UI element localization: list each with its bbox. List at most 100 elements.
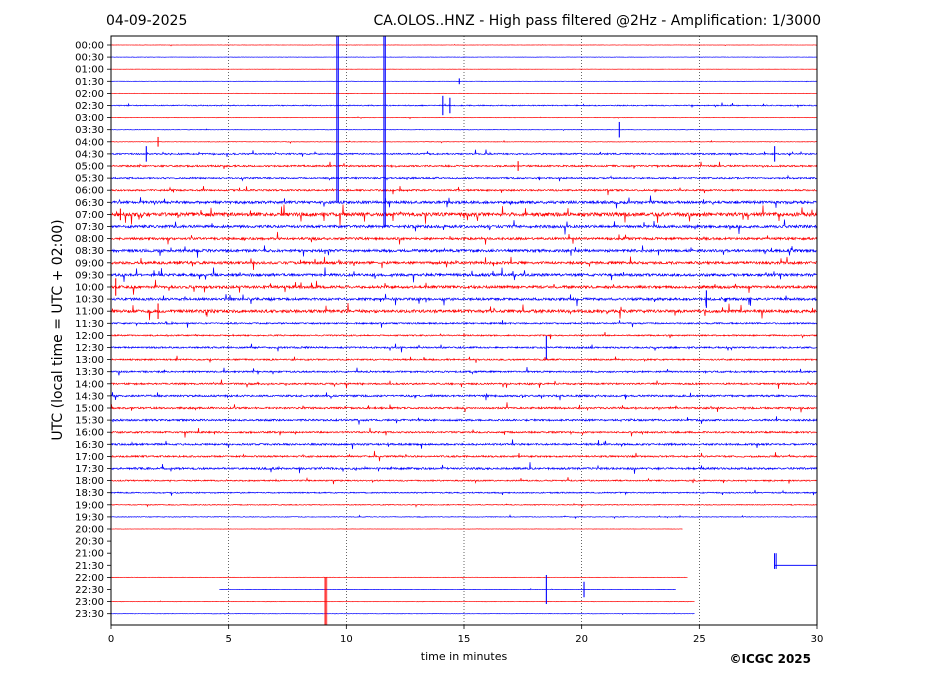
y-tick-label-11:30: 11:30 xyxy=(75,319,104,330)
y-axis-label: UTC (local time = UTC + 02:00) xyxy=(50,219,66,440)
trace-row-15:30 xyxy=(110,416,818,425)
trace-layer xyxy=(110,43,818,615)
x-tick-labels: 0 5 10 15 20 25 30 xyxy=(108,625,824,645)
y-tick-label-04:00: 04:00 xyxy=(75,137,104,148)
y-tick-label-15:30: 15:30 xyxy=(75,416,104,427)
trace-row-02:30 xyxy=(110,102,818,109)
y-tick-label-01:00: 01:00 xyxy=(75,65,104,76)
y-tick-label-20:00: 20:00 xyxy=(75,525,104,536)
y-tick-label-22:00: 22:00 xyxy=(75,573,104,584)
x-tick-label-25: 25 xyxy=(693,634,706,645)
y-tick-label-00:00: 00:00 xyxy=(75,41,104,52)
y-tick-label-03:30: 03:30 xyxy=(75,125,104,136)
trace-row-12:30 xyxy=(110,343,818,353)
trace-row-05:00 xyxy=(110,161,818,169)
y-tick-label-09:30: 09:30 xyxy=(75,270,104,281)
trace-row-07:30 xyxy=(110,219,818,235)
y-tick-labels: 00:0000:3001:0001:3002:0002:3003:0003:30… xyxy=(75,41,111,620)
x-tick-label-15: 15 xyxy=(458,634,471,645)
y-tick-label-09:00: 09:00 xyxy=(75,258,104,269)
x-tick-label-10: 10 xyxy=(340,634,353,645)
y-tick-label-16:00: 16:00 xyxy=(75,428,104,439)
trace-row-18:30 xyxy=(110,489,818,496)
trace-row-01:30 xyxy=(110,80,818,83)
trace-row-23:00 xyxy=(111,600,695,603)
trace-row-09:00 xyxy=(110,256,818,271)
trace-row-08:00 xyxy=(110,231,818,245)
trace-row-16:00 xyxy=(110,427,818,438)
y-tick-label-18:30: 18:30 xyxy=(75,488,104,499)
event-layer xyxy=(115,36,817,625)
y-tick-label-12:00: 12:00 xyxy=(75,331,104,342)
y-tick-label-18:00: 18:00 xyxy=(75,476,104,487)
y-tick-label-07:00: 07:00 xyxy=(75,210,104,221)
y-tick-label-12:30: 12:30 xyxy=(75,343,104,354)
trace-row-03:30 xyxy=(110,128,818,132)
x-tick-label-0: 0 xyxy=(108,634,114,645)
y-tick-label-21:30: 21:30 xyxy=(75,561,104,572)
trace-row-16:30 xyxy=(110,439,818,450)
trace-row-22:00 xyxy=(110,576,688,579)
trace-row-08:30 xyxy=(110,245,818,258)
x-axis-label: time in minutes xyxy=(421,650,508,663)
trace-row-10:30 xyxy=(110,293,818,307)
trace-row-17:00 xyxy=(110,450,818,462)
trace-row-07:00 xyxy=(110,203,818,226)
trace-row-06:00 xyxy=(110,185,818,196)
y-tick-label-14:30: 14:30 xyxy=(75,391,104,402)
trace-row-19:00 xyxy=(110,502,818,508)
y-tick-label-17:30: 17:30 xyxy=(75,464,104,475)
trace-row-22:30 xyxy=(219,587,676,591)
y-tick-label-05:00: 05:00 xyxy=(75,162,104,173)
trace-row-19:30 xyxy=(110,514,818,520)
date-label: 04-09-2025 xyxy=(106,13,187,29)
trace-row-14:30 xyxy=(110,392,818,401)
y-tick-label-01:30: 01:30 xyxy=(75,77,104,88)
trace-row-09:30 xyxy=(110,267,818,283)
y-tick-label-17:00: 17:00 xyxy=(75,452,104,463)
y-tick-label-06:30: 06:30 xyxy=(75,198,104,209)
y-tick-label-00:30: 00:30 xyxy=(75,53,104,64)
trace-row-04:00 xyxy=(110,139,818,145)
trace-row-06:30 xyxy=(110,195,818,209)
x-tick-label-20: 20 xyxy=(575,634,588,645)
y-tick-label-04:30: 04:30 xyxy=(75,149,104,160)
y-tick-label-13:00: 13:00 xyxy=(75,355,104,366)
chart-title: CA.OLOS..HNZ - High pass filtered @2Hz -… xyxy=(373,13,821,29)
y-tick-label-23:00: 23:00 xyxy=(75,597,104,608)
y-tick-label-22:30: 22:30 xyxy=(75,585,104,596)
y-tick-label-07:30: 07:30 xyxy=(75,222,104,233)
trace-row-02:00 xyxy=(110,92,818,95)
x-tick-label-30: 30 xyxy=(811,634,824,645)
trace-row-03:00 xyxy=(110,116,818,120)
trace-row-10:00 xyxy=(110,279,818,295)
trace-row-13:30 xyxy=(110,366,818,376)
trace-row-14:00 xyxy=(110,379,818,389)
y-tick-label-10:30: 10:30 xyxy=(75,295,104,306)
copyright-label: ©ICGC 2025 xyxy=(729,652,811,666)
y-tick-label-02:00: 02:00 xyxy=(75,89,104,100)
trace-row-11:30 xyxy=(110,320,818,328)
y-tick-label-20:30: 20:30 xyxy=(75,537,104,548)
y-tick-label-15:00: 15:00 xyxy=(75,404,104,415)
x-tick-label-5: 5 xyxy=(225,634,231,645)
trace-row-04:30 xyxy=(110,149,818,157)
y-tick-label-03:00: 03:00 xyxy=(75,113,104,124)
trace-row-12:00 xyxy=(110,332,818,340)
trace-row-18:00 xyxy=(110,476,817,485)
grid-lines xyxy=(228,36,700,625)
y-tick-label-10:00: 10:00 xyxy=(75,283,104,294)
trace-row-20:00 xyxy=(110,528,683,530)
y-tick-label-08:00: 08:00 xyxy=(75,234,104,245)
trace-row-11:00 xyxy=(110,302,818,321)
trace-row-05:30 xyxy=(110,174,818,182)
y-tick-label-08:30: 08:30 xyxy=(75,246,104,257)
trace-row-15:00 xyxy=(110,402,818,413)
y-tick-label-13:30: 13:30 xyxy=(75,367,104,378)
y-tick-label-14:00: 14:00 xyxy=(75,379,104,390)
trace-row-17:30 xyxy=(110,462,818,474)
y-tick-label-11:00: 11:00 xyxy=(75,307,104,318)
y-tick-label-06:00: 06:00 xyxy=(75,186,104,197)
y-tick-label-21:00: 21:00 xyxy=(75,549,104,560)
